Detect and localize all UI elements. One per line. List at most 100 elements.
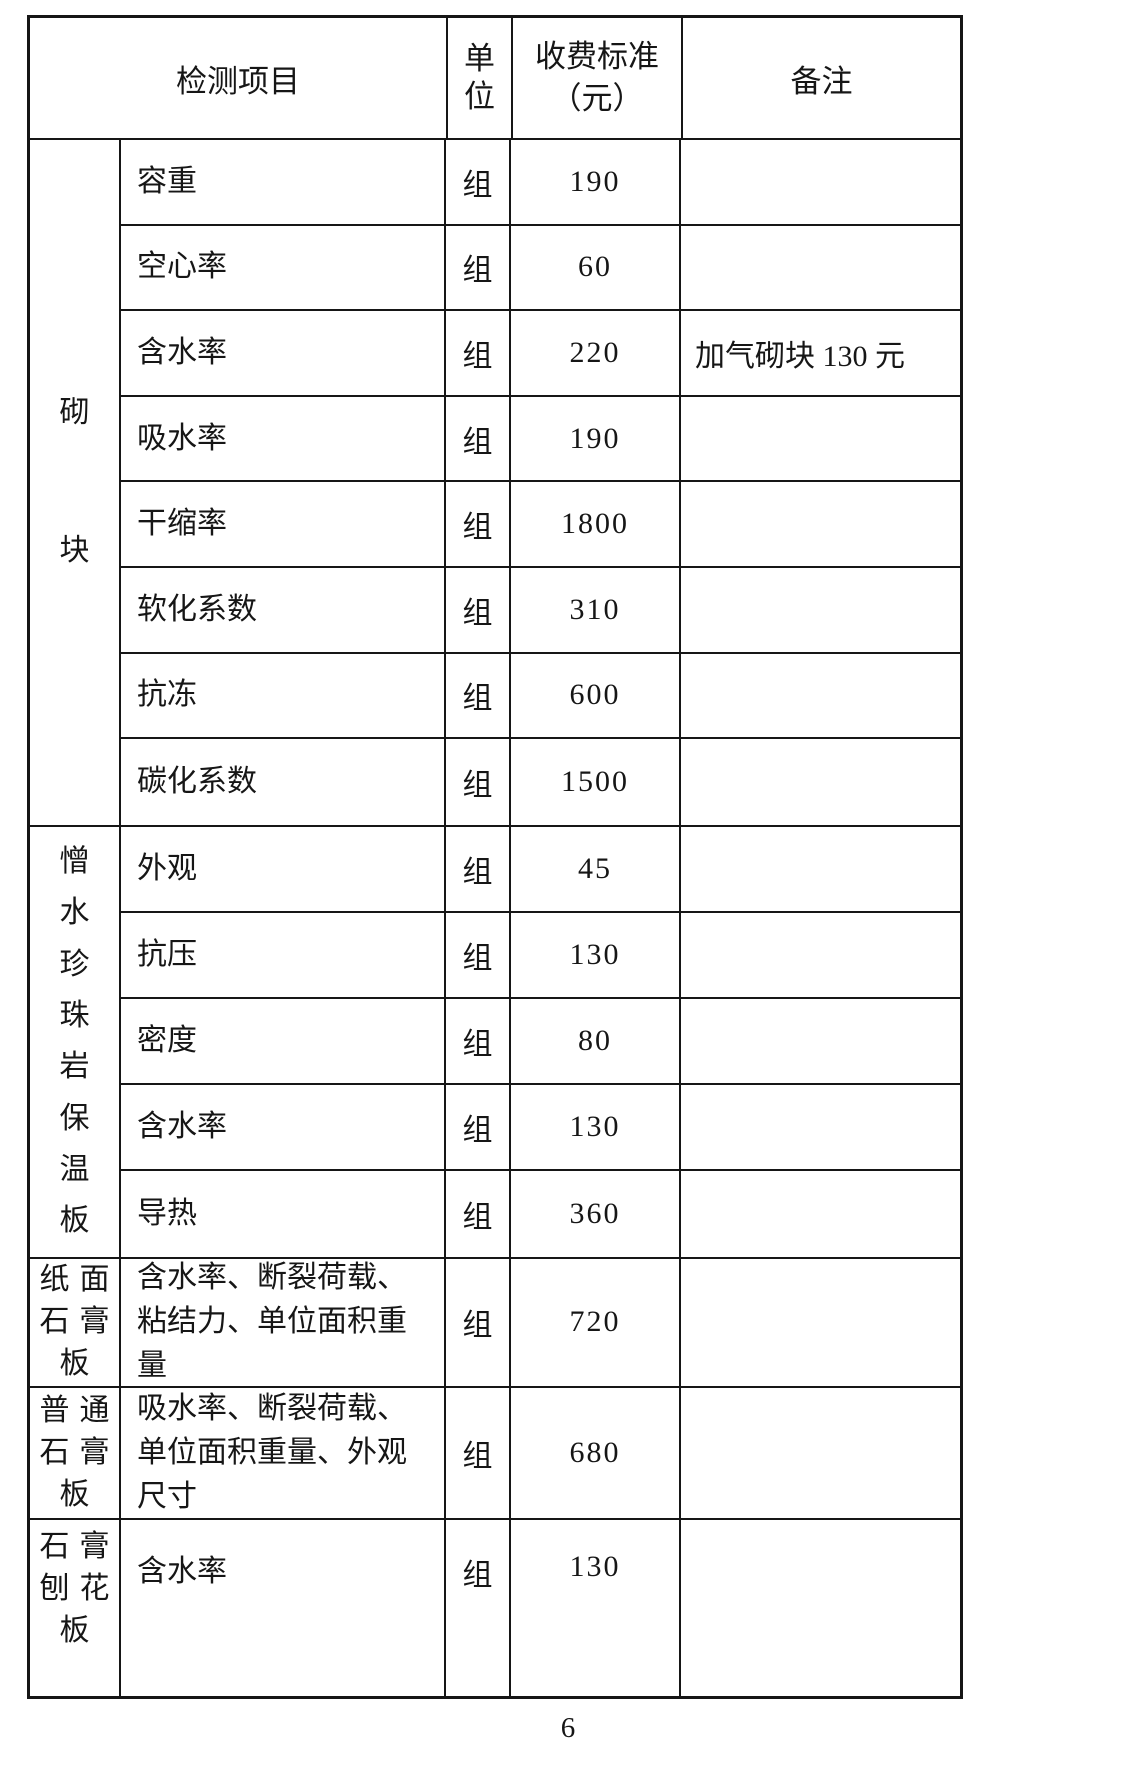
category-cell: 憎 水 珍 珠 岩 保 温 板	[30, 826, 121, 1257]
item-cell: 含水率、断裂荷载、粘结力、单位面积重量	[121, 1258, 446, 1386]
table-row: 吸水率 组 190	[121, 396, 960, 483]
table-row: 导热 组 360	[121, 1170, 960, 1257]
header-cell-item: 检测项目	[30, 18, 448, 138]
item-text: 软化系数	[137, 592, 257, 626]
fee-value: 360	[569, 1196, 621, 1230]
item-text: 空心率	[137, 250, 227, 284]
table-row: 软化系数 组 310	[121, 567, 960, 654]
remark-cell	[681, 568, 960, 652]
fee-value: 680	[569, 1435, 621, 1469]
fee-value: 130	[569, 937, 621, 971]
section-gypsum-shaving-board: 石膏 刨花 板 含水率 组 130	[30, 1519, 960, 1696]
fee-value: 130	[569, 1549, 621, 1583]
unit-text: 组	[462, 1558, 493, 1592]
category-cell: 纸面 石膏 板	[30, 1258, 121, 1386]
unit-cell: 组	[446, 225, 511, 310]
table-row: 空心率 组 60	[121, 225, 960, 312]
fee-cell: 190	[511, 140, 681, 224]
category-text: 纸面	[39, 1263, 120, 1297]
table-row: 含水率、断裂荷载、粘结力、单位面积重量 组 720	[121, 1258, 960, 1386]
remark-cell	[681, 654, 960, 738]
item-text: 干缩率	[137, 507, 227, 541]
unit-cell: 组	[446, 1519, 511, 1696]
fee-cell: 220	[511, 311, 681, 395]
item-cell: 外观	[121, 826, 446, 911]
section-masonry-block: 砌 块 容重 组 190 空心率 组 60 含水率 组 220 加气砌块 130…	[30, 140, 960, 827]
table-row: 抗冻 组 600	[121, 653, 960, 740]
category-text: 水	[59, 896, 90, 930]
remark-cell	[681, 1259, 960, 1386]
item-text: 抗冻	[137, 678, 197, 712]
fee-value: 1800	[561, 507, 629, 541]
fee-value: 720	[569, 1305, 621, 1339]
section-plain-gypsum-board: 普通 石膏 板 吸水率、断裂荷载、单位面积重量、外观尺寸 组 680	[30, 1387, 960, 1520]
unit-cell: 组	[446, 140, 511, 224]
item-text: 容重	[137, 164, 197, 198]
unit-text: 组	[462, 1113, 493, 1147]
item-cell: 容重	[121, 140, 446, 224]
table-row: 密度 组 80	[121, 998, 960, 1085]
header-cell-fee: 收费标准 （元）	[513, 18, 683, 138]
unit-text: 组	[462, 425, 493, 459]
unit-cell: 组	[446, 1387, 511, 1518]
item-text: 吸水率、断裂荷载、单位面积重量、外观尺寸	[137, 1391, 407, 1513]
fee-value: 220	[569, 335, 621, 369]
item-text: 密度	[137, 1023, 197, 1057]
item-cell: 吸水率、断裂荷载、单位面积重量、外观尺寸	[121, 1387, 446, 1518]
fee-cell: 310	[511, 567, 681, 652]
fee-cell: 720	[511, 1258, 681, 1386]
fee-value: 60	[578, 250, 612, 284]
fee-value: 310	[569, 592, 621, 626]
fee-value: 80	[578, 1023, 612, 1057]
remark-cell: 加气砌块 130 元	[681, 311, 960, 395]
item-cell: 吸水率	[121, 396, 446, 481]
fee-value: 1500	[561, 764, 629, 798]
item-cell: 空心率	[121, 225, 446, 310]
section-paper-faced-gypsum-board: 纸面 石膏 板 含水率、断裂荷载、粘结力、单位面积重量 组 720	[30, 1258, 960, 1388]
unit-text: 组	[462, 339, 493, 373]
page-number: 6	[560, 1712, 576, 1744]
remark-cell	[681, 482, 960, 566]
category-text: 普通	[39, 1393, 120, 1427]
category-text: 板	[59, 1613, 100, 1647]
remark-cell	[681, 739, 960, 825]
unit-cell: 组	[446, 482, 511, 566]
fee-schedule-table: 检测项目 单 位 收费标准 （元） 备注 砌 块 容重 组 190 空心	[27, 15, 963, 1699]
fee-cell: 600	[511, 653, 681, 738]
item-text: 导热	[137, 1196, 197, 1230]
unit-text: 组	[462, 1200, 493, 1234]
category-text: 珍	[59, 947, 90, 981]
category-text: 板	[59, 1347, 100, 1381]
unit-text: 组	[462, 1309, 493, 1343]
header-unit-label-line: 单	[464, 41, 495, 76]
unit-text: 组	[462, 511, 493, 545]
table-row: 吸水率、断裂荷载、单位面积重量、外观尺寸 组 680	[121, 1387, 960, 1518]
remark-text: 加气砌块 130 元	[695, 339, 905, 373]
section-rows: 外观 组 45 抗压 组 130 密度 组 80 含水率 组 130	[121, 826, 960, 1257]
category-text: 石膏	[39, 1305, 120, 1339]
table-row: 含水率 组 220 加气砌块 130 元	[121, 311, 960, 397]
header-unit-label-line: 位	[464, 79, 495, 114]
category-text: 刨花	[39, 1571, 120, 1605]
item-text: 含水率、断裂荷载、粘结力、单位面积重量	[137, 1261, 407, 1383]
section-rows: 含水率 组 130	[121, 1519, 960, 1696]
item-cell: 导热	[121, 1170, 446, 1257]
fee-cell: 680	[511, 1387, 681, 1518]
item-cell: 干缩率	[121, 482, 446, 566]
section-hydrophobic-perlite-board: 憎 水 珍 珠 岩 保 温 板 外观 组 45 抗压 组 130 密度	[30, 826, 960, 1259]
table-row: 碳化系数 组 1500	[121, 739, 960, 825]
header-fee-label-line: （元）	[550, 81, 644, 116]
category-text: 温	[59, 1153, 90, 1187]
fee-cell: 130	[511, 1519, 681, 1696]
header-fee-label-line: 收费标准	[535, 39, 659, 74]
fee-value: 130	[569, 1109, 621, 1143]
fee-cell: 45	[511, 826, 681, 911]
item-cell: 碳化系数	[121, 739, 446, 825]
item-text: 抗压	[137, 937, 197, 971]
category-text: 保	[59, 1101, 90, 1135]
item-cell: 含水率	[121, 311, 446, 395]
unit-cell: 组	[446, 311, 511, 395]
fee-value: 600	[569, 678, 621, 712]
unit-text: 组	[462, 855, 493, 889]
remark-cell	[681, 140, 960, 224]
